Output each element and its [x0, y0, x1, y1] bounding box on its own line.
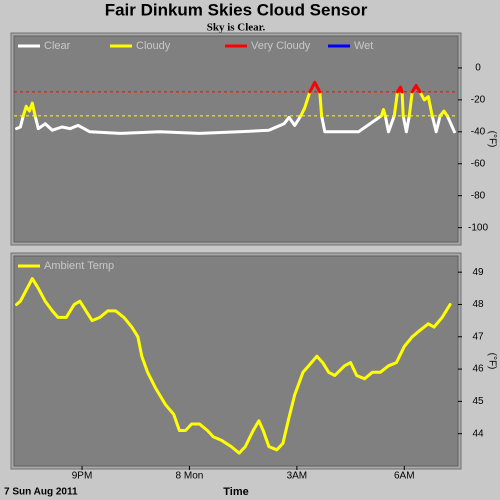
legend-label: Wet — [354, 40, 373, 52]
data-line — [15, 277, 452, 455]
chart-subtitle: Sky is Clear. — [207, 22, 266, 34]
x-tick-label: 9PM — [72, 471, 93, 482]
plot-area — [13, 35, 459, 243]
y-tick-label: -60 — [471, 158, 486, 169]
y-axis-label: (°F) — [486, 131, 497, 148]
data-line — [15, 114, 456, 135]
y-tick-label: 45 — [472, 396, 484, 407]
x-tick-label: 6AM — [394, 471, 415, 482]
x-tick-label: 8 Mon — [176, 471, 204, 482]
data-line — [21, 90, 449, 118]
plot-area — [13, 255, 459, 467]
data-line — [308, 80, 422, 94]
chart-title: Fair Dinkum Skies Cloud Sensor — [105, 0, 368, 19]
y-tick-label: 47 — [472, 331, 484, 342]
y-tick-label: -80 — [471, 190, 486, 201]
y-tick-label: 0 — [475, 63, 481, 74]
y-tick-label: 44 — [472, 428, 484, 439]
legend-label: Clear — [44, 40, 71, 52]
date-label: 7 Sun Aug 2011 — [4, 487, 78, 498]
x-axis-label: Time — [223, 486, 248, 498]
y-tick-label: 46 — [472, 364, 484, 375]
legend-label: Cloudy — [136, 40, 171, 52]
y-tick-label: -100 — [468, 222, 488, 233]
y-tick-label: -20 — [471, 95, 486, 106]
x-tick-label: 3AM — [287, 471, 308, 482]
y-tick-label: 48 — [472, 299, 484, 310]
legend-label: Ambient Temp — [44, 260, 114, 272]
y-axis-label: (°F) — [486, 353, 497, 370]
legend-label: Very Cloudy — [251, 40, 311, 52]
y-tick-label: -40 — [471, 126, 486, 137]
y-tick-label: 49 — [472, 267, 484, 278]
